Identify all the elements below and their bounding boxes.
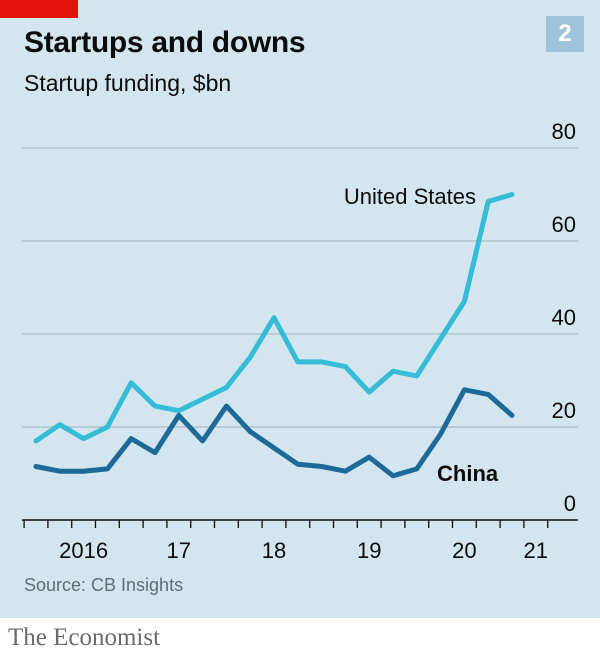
y-tick-label: 60 (552, 212, 576, 237)
series-label-china: China (437, 461, 499, 486)
chart-panel (0, 0, 600, 618)
series-line-china (33, 387, 515, 479)
brand-wordmark: The Economist (8, 624, 161, 651)
x-tick-label: 17 (167, 538, 191, 563)
chart-labels: 0 20 40 60 80 2016 17 18 19 20 21 United States Chin… (59, 119, 576, 563)
x-tick-label: 20 (452, 538, 476, 563)
x-tick-label: 19 (357, 538, 381, 563)
chart-number-badge: 2 (546, 16, 584, 52)
series-label-united-states: United States (344, 184, 476, 209)
y-tick-label: 40 (552, 305, 576, 330)
source-note: Source: CB Insights (24, 575, 184, 595)
y-tick-label: 20 (552, 398, 576, 423)
chart-title: Startups and downs (24, 26, 306, 59)
gridlines (22, 147, 578, 428)
chart-subtitle: Startup funding, $bn (24, 70, 232, 96)
line-chart: 0 20 40 60 80 2016 17 18 19 20 21 United States Chin… (22, 119, 578, 563)
x-tick-label: 18 (262, 538, 286, 563)
x-tick-label: 2016 (59, 538, 108, 563)
brand-red-tab (0, 0, 78, 18)
x-axis (22, 519, 578, 528)
y-tick-label: 80 (552, 119, 576, 144)
x-tick-label: 21 (524, 538, 548, 563)
y-tick-label: 0 (564, 491, 576, 516)
series-line-united-states (33, 192, 515, 444)
series-lines (33, 192, 515, 479)
